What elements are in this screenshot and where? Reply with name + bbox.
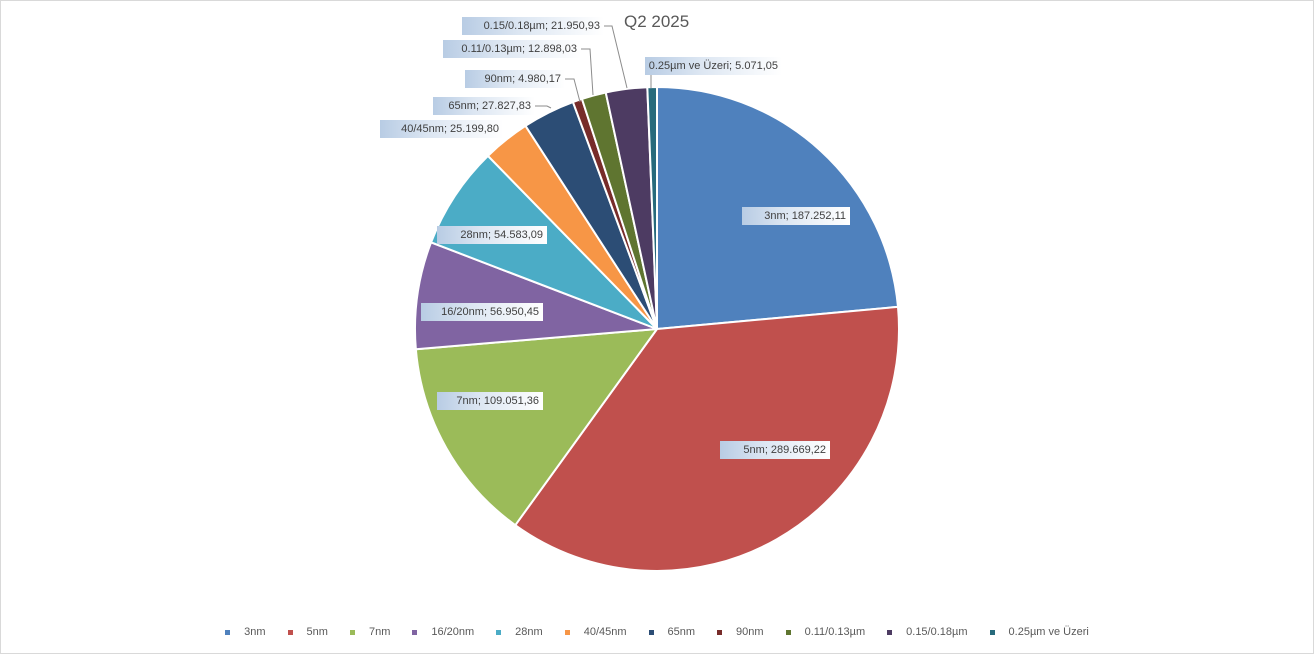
legend-label: 90nm xyxy=(736,626,764,638)
pie-slice-7nm xyxy=(414,327,660,527)
legend-label: 0.11/0.13µm xyxy=(804,626,866,638)
legend-swatch xyxy=(287,629,293,635)
legend-label: 7nm xyxy=(368,626,391,638)
legend-label: 3nm xyxy=(244,626,266,638)
data-label: 3nm; 187.252,11 xyxy=(742,207,850,225)
data-label: 5nm; 289.669,22 xyxy=(720,441,830,459)
legend-item: 28nm xyxy=(496,626,543,638)
pie-slice-0-25-m-ve-zeri xyxy=(646,85,658,330)
pie-slice-5nm xyxy=(513,305,900,572)
data-label: 90nm; 4.980,17 xyxy=(465,70,565,88)
data-label: 0.11/0.13µm; 12.898,03 xyxy=(443,40,581,58)
chart-title: Q2 2025 xyxy=(624,12,690,31)
legend-swatch xyxy=(648,629,654,635)
legend-swatch xyxy=(225,629,231,635)
legend-item: 40/45nm xyxy=(564,626,627,638)
legend-label: 0.15/0.18µm xyxy=(906,626,968,638)
leader-line xyxy=(565,78,581,103)
leader-line xyxy=(581,48,594,96)
leader-line xyxy=(604,25,628,89)
data-label: 16/20nm; 56.950,45 xyxy=(421,303,543,321)
legend-swatch xyxy=(785,629,791,635)
legend-swatch xyxy=(717,629,723,635)
legend-item: 16/20nm xyxy=(412,626,474,638)
legend-label: 40/45nm xyxy=(583,626,627,638)
legend-item: 65nm xyxy=(648,626,696,638)
legend-swatch xyxy=(887,629,893,635)
pie-slice-16-20nm xyxy=(414,241,658,351)
legend-label: 16/20nm xyxy=(431,626,475,638)
data-label: 40/45nm; 25.199,80 xyxy=(380,120,503,138)
data-label: 65nm; 27.827,83 xyxy=(433,97,535,115)
leader-line xyxy=(535,105,552,109)
legend-swatch xyxy=(564,629,570,635)
data-label: 0.15/0.18µm; 21.950,93 xyxy=(462,17,604,35)
legend-swatch xyxy=(349,629,355,635)
legend-label: 0.25µm ve Üzeri xyxy=(1008,626,1089,638)
legend-item: 5nm xyxy=(287,626,328,638)
data-label: 28nm; 54.583,09 xyxy=(437,226,547,244)
legend-label: 5nm xyxy=(306,626,328,638)
legend: 3nm 5nm 7nm 16/20nm 28nm 40/45nm 65nm 90nm 0.11/… xyxy=(0,626,1314,638)
legend-item: 0.15/0.18µm xyxy=(887,626,968,638)
legend-item: 90nm xyxy=(717,626,764,638)
legend-swatch xyxy=(496,629,502,635)
data-label: 7nm; 109.051,36 xyxy=(437,392,543,410)
legend-label: 28nm xyxy=(515,626,543,638)
legend-item: 3nm xyxy=(225,626,266,638)
legend-item: 0.11/0.13µm xyxy=(785,626,866,638)
legend-label: 65nm xyxy=(667,626,696,638)
data-label: 0.25µm ve Üzeri; 5.071,05 xyxy=(645,57,782,75)
legend-swatch xyxy=(412,629,418,635)
legend-item: 7nm xyxy=(349,626,391,638)
legend-swatch xyxy=(989,629,995,635)
legend-item: 0.25µm ve Üzeri xyxy=(989,626,1089,638)
